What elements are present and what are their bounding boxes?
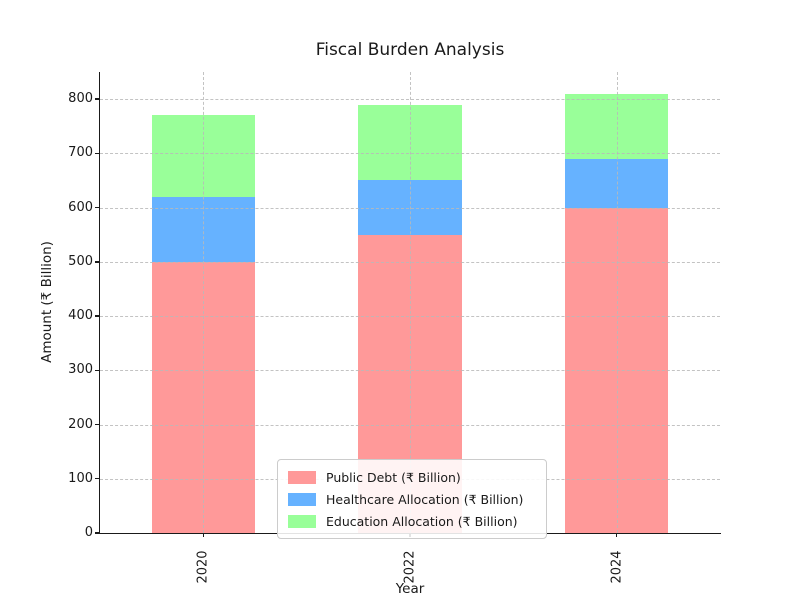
y-tick-label: 300: [68, 362, 93, 378]
y-tick-label: 400: [68, 308, 93, 324]
x-tick-label: 2020: [195, 550, 211, 584]
chart-title: Fiscal Burden Analysis: [315, 40, 505, 60]
legend-swatch: [288, 514, 316, 528]
x-tick-label: 2022: [402, 550, 418, 584]
y-tick-label: 100: [68, 470, 93, 486]
y-tick-label: 800: [68, 91, 93, 107]
bar-segment: [151, 261, 255, 533]
x-tick-label: 2024: [609, 550, 625, 584]
bar-segment: [565, 207, 669, 533]
x-axis-label: Year: [395, 581, 425, 597]
y-tick-mark: [95, 315, 99, 317]
bar-segment: [151, 115, 255, 197]
plot-area: 0 100 200 300 400 500 600 700 800 2020 2022 2024: [68, 72, 721, 584]
chart-legend: Public Debt (₹ Billion) Healthcare Alloca…: [277, 459, 547, 539]
y-tick-label: 0: [84, 525, 93, 540]
y-tick-mark: [95, 206, 99, 209]
y-tick-label: 500: [68, 253, 93, 269]
y-tick-mark: [95, 261, 99, 263]
y-tick-mark: [95, 98, 99, 100]
y-axis-spine: [99, 72, 101, 534]
bar-segment: [565, 158, 669, 208]
y-tick-mark: [95, 532, 99, 534]
y-tick-mark: [95, 369, 99, 371]
y-tick-mark: [95, 478, 99, 480]
x-tick-mark: [202, 533, 205, 537]
y-tick-label: 700: [68, 145, 93, 161]
legend-item: Education Allocation (₹ Billion): [288, 510, 536, 532]
y-tick-mark: [95, 423, 99, 426]
legend-label: Healthcare Allocation (₹ Billion): [326, 491, 524, 507]
legend-swatch: [288, 492, 316, 506]
legend-swatch: [288, 470, 316, 484]
legend-item: Public Debt (₹ Billion): [288, 466, 536, 488]
legend-label: Education Allocation (₹ Billion): [326, 513, 518, 529]
legend-label: Public Debt (₹ Billion): [326, 469, 461, 485]
y-tick-mark: [95, 152, 99, 155]
y-tick-label: 200: [68, 416, 93, 432]
y-tick-label: 600: [68, 199, 93, 215]
x-tick-mark: [615, 533, 618, 537]
bar-segment: [565, 93, 669, 159]
legend-item: Healthcare Allocation (₹ Billion): [288, 488, 536, 510]
bar-segment: [358, 180, 462, 235]
bar-segment: [358, 104, 462, 181]
bar-segment: [151, 196, 255, 262]
